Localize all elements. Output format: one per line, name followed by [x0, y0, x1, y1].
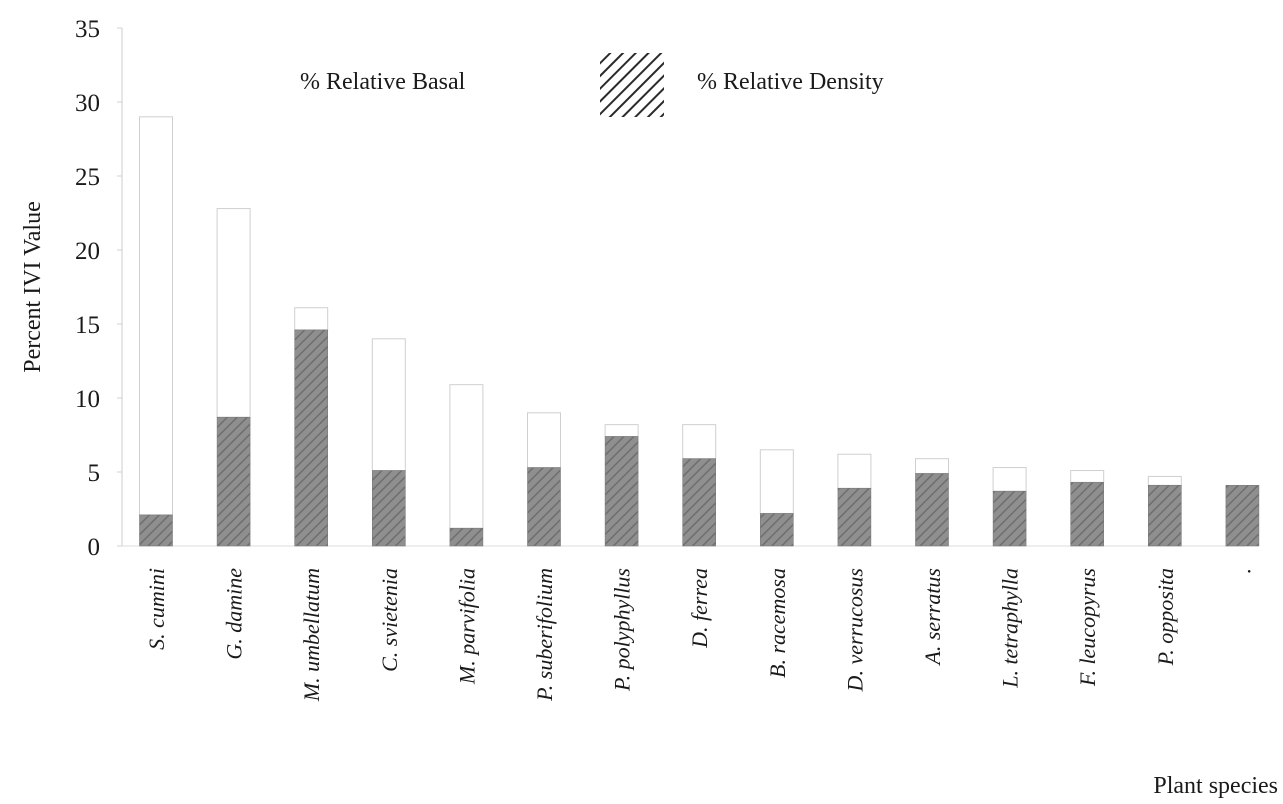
x-tick-label: M. parvifolia — [454, 568, 479, 685]
y-tick-label: 15 — [75, 312, 100, 339]
bar-relative-basal — [294, 307, 329, 331]
x-tick-label: M. umbellatum — [299, 568, 324, 702]
bar-relative-density — [216, 416, 251, 547]
bar-relative-basal — [1070, 470, 1105, 483]
x-tick-label: D. ferrea — [687, 568, 712, 649]
x-tick-label: D. verrucosus — [842, 568, 867, 692]
bars — [139, 116, 1260, 547]
y-tick-label: 20 — [75, 238, 100, 265]
legend-label-relative-density: % Relative Density — [697, 69, 884, 95]
bar-relative-basal — [604, 424, 639, 437]
x-tick-label: F. leucopyrus — [1075, 568, 1100, 687]
axes — [117, 27, 1245, 547]
bar-relative-basal — [1147, 475, 1182, 486]
y-tick-label: 25 — [75, 164, 100, 191]
bar-relative-basal — [139, 116, 173, 516]
bar-relative-density — [527, 467, 561, 547]
bar-relative-basal — [759, 449, 794, 514]
bar-relative-basal — [915, 458, 949, 474]
bar-relative-basal — [371, 338, 406, 472]
bar-relative-density — [371, 470, 406, 547]
bar-relative-density — [915, 473, 949, 547]
x-tick-label: P. opposita — [1153, 568, 1178, 666]
x-tick-label: P. polyphyllus — [610, 568, 635, 692]
bar-relative-density — [837, 487, 872, 547]
bar-relative-basal — [682, 424, 717, 460]
legend-swatch-relative-density — [600, 53, 664, 117]
legend: % Relative Basal % Relative Density — [300, 53, 884, 117]
y-tick-label: 10 — [75, 386, 100, 413]
bar-relative-density — [1070, 482, 1104, 547]
y-axis-title: Percent IVI Value — [20, 201, 46, 373]
x-tick-label: G. damine — [222, 568, 247, 660]
x-tick-label: P. suberifolium — [532, 568, 557, 702]
x-tick-label: L. tetraphylla — [998, 568, 1023, 689]
bar-relative-basal — [449, 384, 484, 529]
bar-relative-basal — [837, 453, 872, 489]
x-tick-label: C. svietenia — [377, 568, 402, 672]
bar-relative-density — [449, 527, 484, 547]
y-tick-label: 35 — [75, 16, 100, 43]
y-tick-label: 5 — [88, 460, 101, 487]
x-category-labels: S. cumini G. damine M. umbellatum C. sviete… — [144, 568, 1255, 702]
legend-label-relative-basal: % Relative Basal — [300, 69, 466, 95]
bar-relative-density — [1148, 485, 1182, 547]
bar-relative-density — [759, 513, 794, 547]
bar-relative-basal — [527, 412, 561, 469]
x-axis-title: Plant species — [1153, 773, 1278, 799]
bar-relative-basal — [216, 208, 251, 418]
y-tick-label: 30 — [75, 90, 100, 117]
x-tick-label: . — [1230, 568, 1255, 574]
y-tick-label: 0 — [88, 534, 101, 561]
bar-relative-density — [1225, 485, 1260, 547]
bar-relative-density — [992, 490, 1027, 547]
x-tick-label: A. serratus — [920, 568, 945, 667]
x-tick-label: B. racemosa — [765, 568, 790, 678]
bar-relative-basal — [992, 467, 1027, 492]
bar-relative-density — [682, 458, 717, 547]
x-tick-label: S. cumini — [144, 568, 169, 650]
y-tick-labels: 0 5 10 15 20 25 30 35 — [75, 16, 100, 561]
bar-relative-density — [604, 436, 639, 547]
bar-relative-density — [139, 514, 173, 547]
bar-relative-density — [294, 329, 329, 547]
